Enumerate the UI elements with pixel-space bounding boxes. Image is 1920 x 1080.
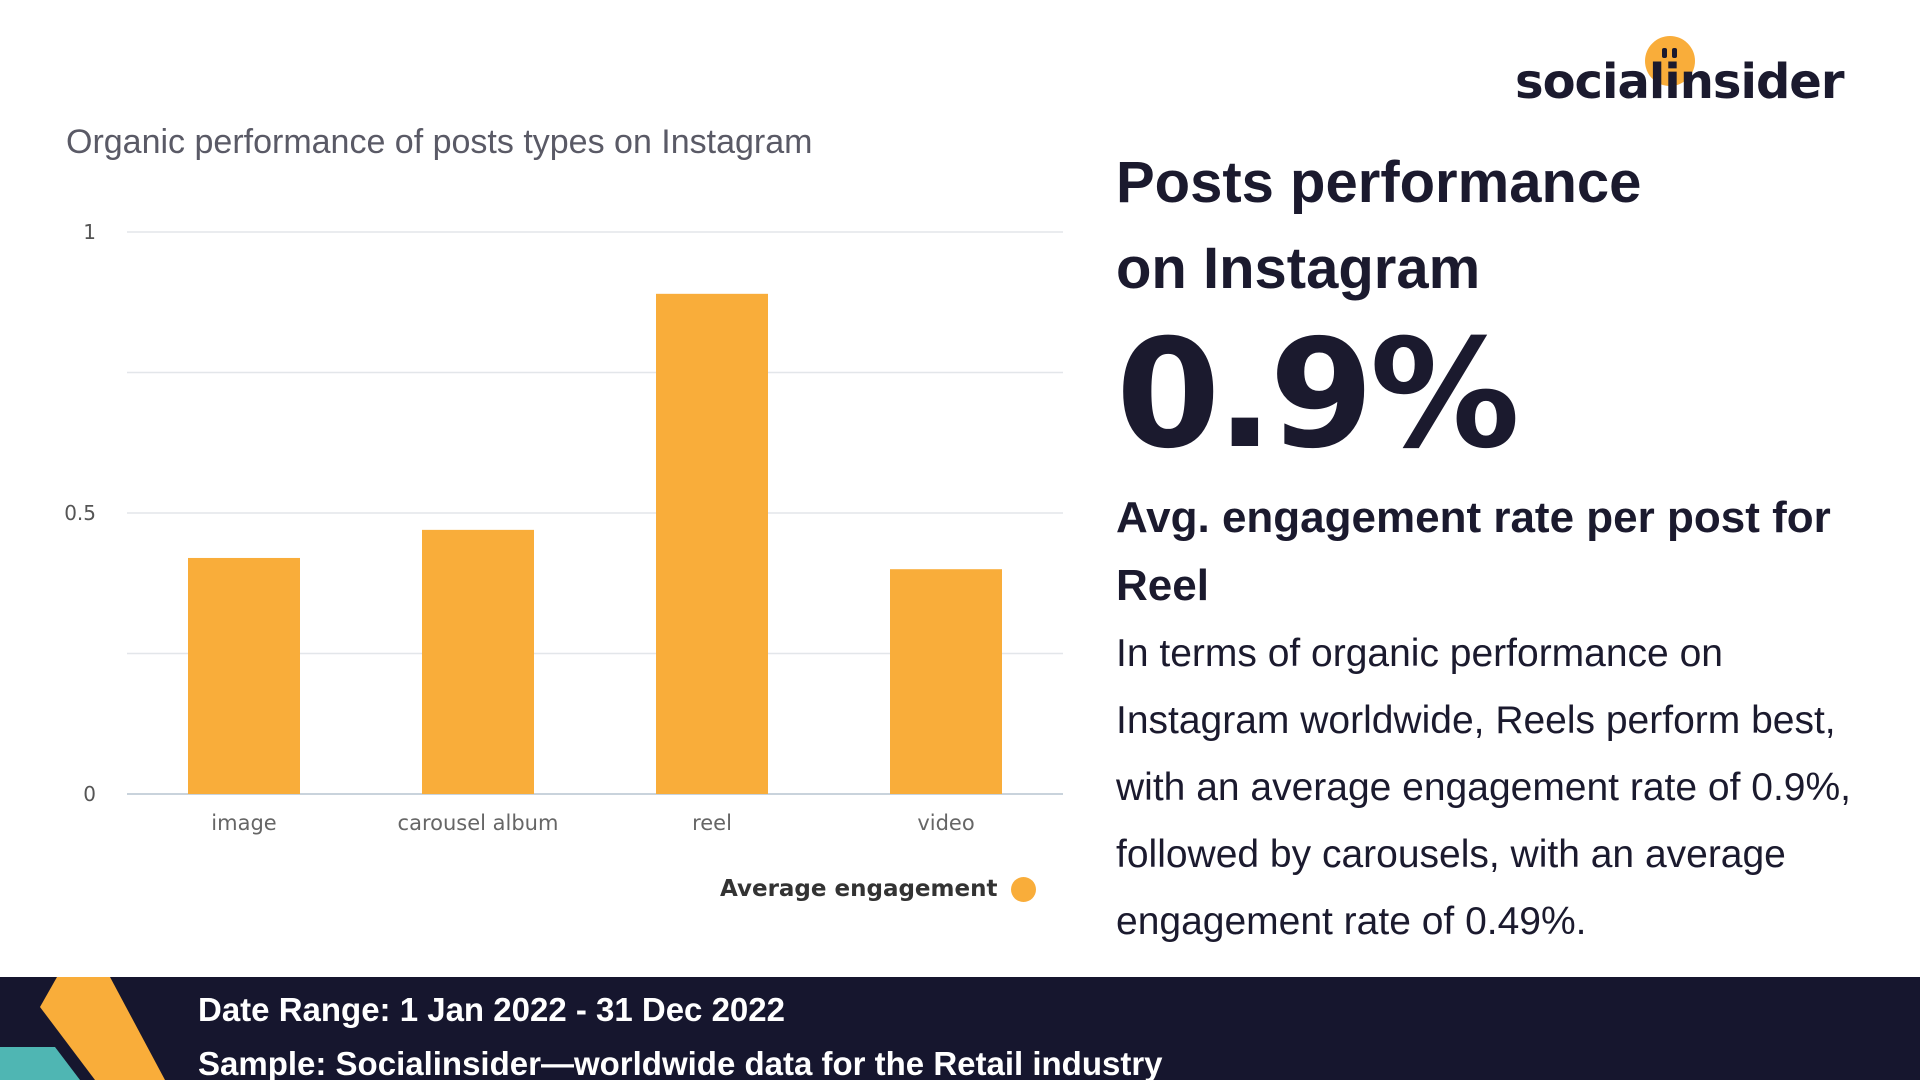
bar [422, 529, 534, 794]
y-tick-label: 0.5 [64, 501, 96, 525]
logo-eyes-icon [1662, 48, 1678, 60]
x-tick-label: reel [692, 811, 732, 835]
bar [656, 293, 768, 794]
footer-date-range: Date Range: 1 Jan 2022 - 31 Dec 2022 [198, 991, 785, 1028]
bar [188, 557, 300, 794]
y-tick-label: 1 [83, 220, 96, 244]
x-tick-label: video [917, 811, 974, 835]
info-panel: Posts performance on Instagram 0.9% Avg.… [1116, 140, 1906, 955]
legend-swatch [1011, 876, 1037, 902]
chart-legend: Average engagement [720, 874, 1037, 904]
bar-chart: 0 0.5 1 image carousel album reel video [64, 220, 1063, 835]
legend-label: Average engagement [720, 876, 998, 902]
stat-description: Avg. engagement rate per post for Reel [1116, 493, 1831, 610]
logo-wordmark: socialinsider [1515, 54, 1845, 110]
big-stat-number: 0.9% [1116, 308, 1520, 482]
panel-heading-line1: Posts performance [1116, 150, 1642, 215]
footer-decoration-graphic [0, 977, 165, 1080]
bar [890, 569, 1002, 794]
socialinsider-logo: socialinsider [1515, 36, 1845, 110]
logo-dot-icon [1645, 36, 1695, 86]
footer-sample: Sample: Socialinsider—worldwide data for… [198, 1045, 1163, 1080]
panel-heading-line2: on Instagram [1116, 236, 1481, 301]
chart-title: Organic performance of posts types on In… [66, 123, 813, 161]
x-tick-label: carousel album [398, 811, 559, 835]
body-paragraph: In terms of organic performance on Insta… [1116, 632, 1851, 943]
x-tick-label: image [211, 811, 276, 835]
footer-banner: Date Range: 1 Jan 2022 - 31 Dec 2022 Sam… [0, 977, 1920, 1080]
y-tick-label: 0 [83, 782, 96, 806]
